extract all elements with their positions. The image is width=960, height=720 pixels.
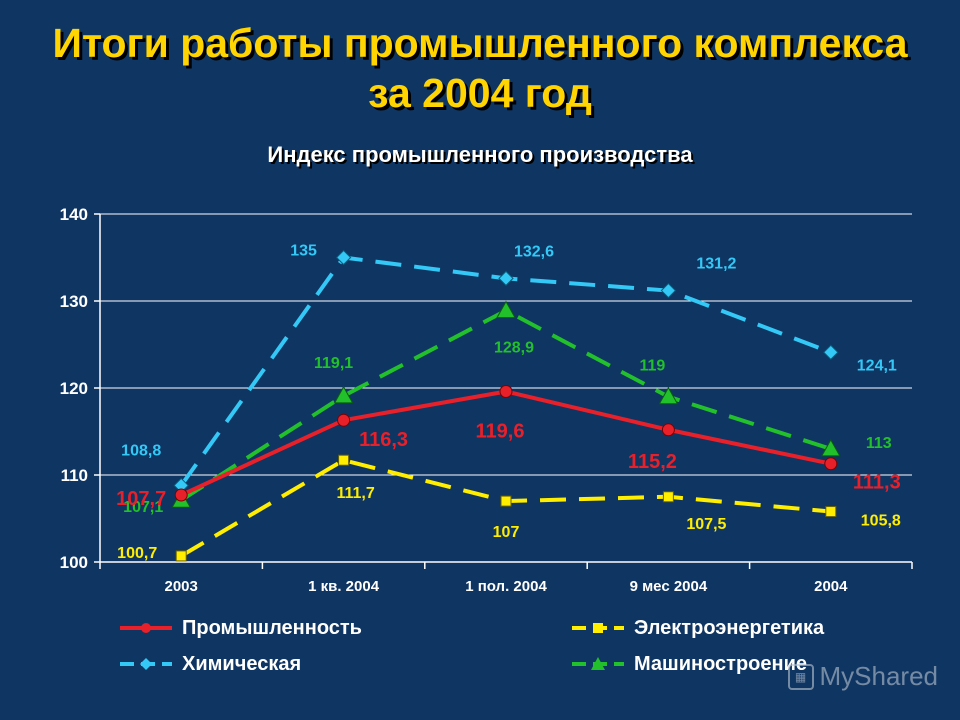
data-label: 119 [639,358,665,375]
data-label: 128,9 [494,340,534,357]
x-tick-label: 2003 [165,578,198,595]
x-tick-label: 1 пол. 2004 [465,578,547,595]
data-label: 135 [290,243,317,260]
data-label: 107,7 [116,488,166,510]
data-label: 132,6 [514,243,554,260]
title-line-1: Итоги работы промышленного комплекса [52,20,908,66]
data-point [338,454,350,466]
legend-label: Химическая [182,652,302,675]
data-label: 119,6 [476,420,525,442]
data-point [335,249,352,266]
legend-swatch-elektroenergetika [572,623,624,633]
data-label: 116,3 [359,429,408,451]
y-tick-label: 110 [61,466,88,485]
x-tick-label: 1 кв. 2004 [308,578,380,595]
data-label: 131,2 [696,256,736,273]
data-label: 115,2 [628,451,677,473]
legend-item-mashinostroenie: Машиностроение [570,650,807,678]
y-tick-label: 120 [60,379,88,398]
data-label: 111,7 [336,485,374,502]
series-line-0 [180,389,832,497]
legend-item-elektroenergetika: Электроэнергетика [570,614,824,642]
legend-item-promyshlennost: Промышленность [118,614,362,642]
data-label: 107 [493,524,520,541]
legend-swatch-mashinostroenie [572,657,624,670]
y-tick-label: 140 [60,205,88,224]
data-point [825,506,837,518]
chart-title: Индекс промышленного производства [267,142,693,167]
legend-swatch-promyshlennost [120,623,172,633]
line-chart: 100 110 120 130 140 2003 1 кв. 2004 1 пол. 2004… [60,205,913,595]
data-label: 124,1 [857,357,897,374]
legend-label: Машиностроение [634,652,807,675]
data-point [174,488,188,502]
data-label: 111,3 [853,472,901,494]
data-point [337,413,351,427]
data-point [500,495,512,507]
data-point [820,438,841,457]
data-point [499,384,513,398]
title-line-2: за 2004 год [368,70,592,116]
x-tick-label: 9 мес 2004 [630,578,708,595]
legend-label: Промышленность [182,616,362,639]
data-label: 119,1 [314,355,353,372]
data-point [823,344,839,361]
legend-item-khimicheskaya: Химическая [118,650,301,678]
data-point [660,282,677,299]
y-tick-label: 100 [60,553,88,572]
data-point [175,550,187,562]
legend-swatch-khimicheskaya [120,658,172,670]
x-tick-label: 2004 [814,578,848,595]
data-label: 107,1 [123,499,163,516]
data-label: 108,8 [121,442,161,459]
data-label: 107,5 [686,516,726,533]
data-point [662,491,674,503]
data-point [661,423,675,437]
data-label: 100,7 [117,545,157,562]
data-point [658,386,679,405]
data-point [496,300,516,319]
chart-legend: Промышленность Электроэнергетика Химичес… [0,610,960,680]
data-point [333,385,354,404]
watermark-text: MyShared [819,661,939,691]
watermark: ▦ MyShared [787,661,939,692]
data-point [498,270,514,287]
presentation-icon: ▦ [787,663,814,690]
page-title: Итоги работы промышленного комплекса за … [0,18,960,118]
data-label: 105,8 [861,513,901,530]
legend-label: Электроэнергетика [634,616,825,639]
data-label: 113 [866,435,892,452]
data-point [824,457,838,471]
y-tick-label: 130 [60,292,88,311]
